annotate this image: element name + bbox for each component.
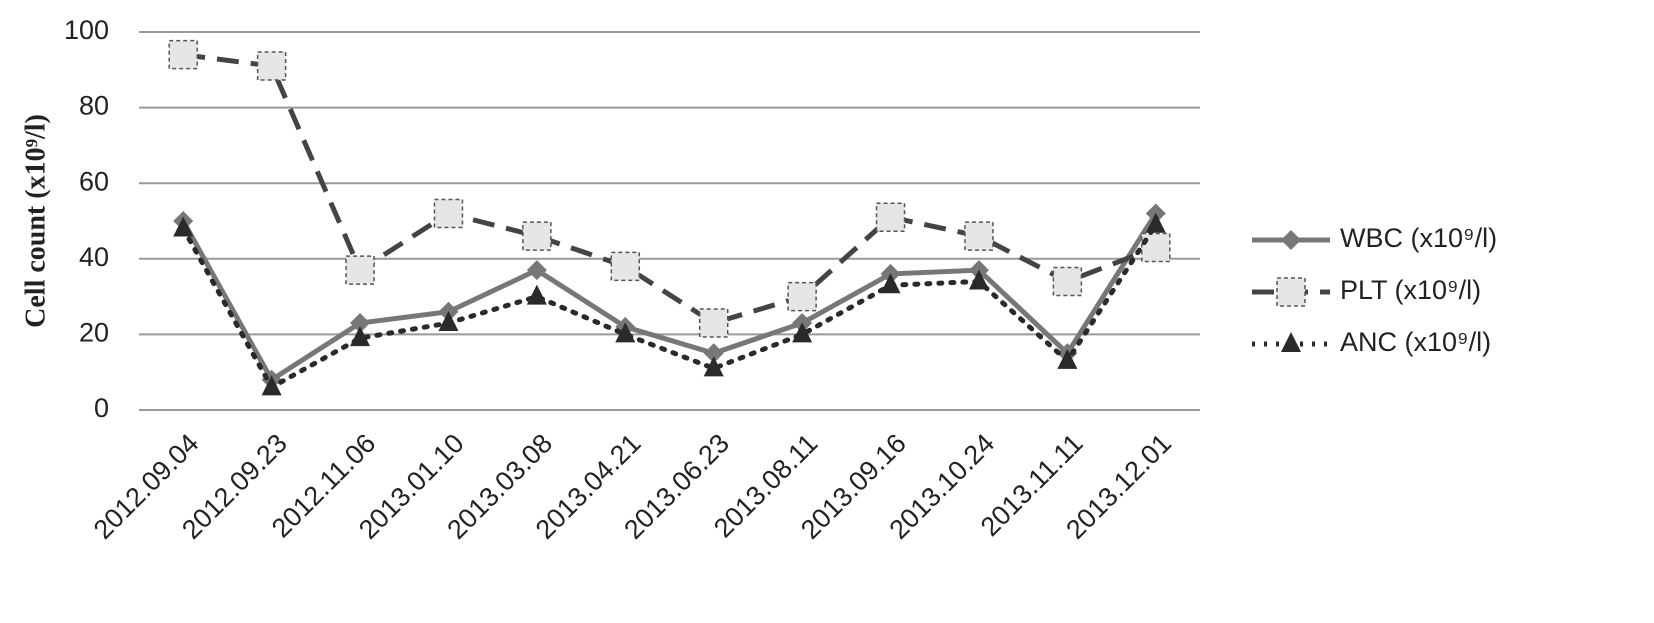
point <box>522 221 552 251</box>
legend-label: ANC (x10⁹/l) <box>1340 327 1491 357</box>
point <box>792 322 813 343</box>
series-line <box>182 52 1157 326</box>
series-line <box>181 212 1158 384</box>
y-tick-label: 60 <box>79 166 109 196</box>
y-tick-label: 80 <box>79 91 109 121</box>
y-tick-label: 100 <box>64 15 109 45</box>
point <box>703 343 724 364</box>
point <box>615 322 636 343</box>
series-line <box>180 222 1159 391</box>
y-tick-label: 40 <box>79 242 109 272</box>
point <box>173 216 194 237</box>
point <box>787 281 817 312</box>
point <box>610 251 641 282</box>
point <box>438 311 459 332</box>
y-tick-label: 0 <box>94 393 109 423</box>
point <box>698 308 729 338</box>
point <box>1145 212 1166 233</box>
point <box>350 313 371 334</box>
legend-marker <box>1276 277 1306 307</box>
legend-marker <box>1281 230 1301 250</box>
point <box>703 356 724 377</box>
point <box>526 260 547 281</box>
y-axis-label: Cell count (x10⁹/l) <box>20 114 51 328</box>
point <box>1052 266 1083 297</box>
legend-label: PLT (x10⁹/l) <box>1340 275 1481 305</box>
point <box>964 221 994 251</box>
point <box>256 51 287 81</box>
point <box>345 255 375 285</box>
point <box>968 269 989 290</box>
point <box>875 202 906 232</box>
point <box>350 326 371 347</box>
point <box>526 284 547 305</box>
point <box>261 375 282 396</box>
y-tick-label: 20 <box>79 318 109 348</box>
point <box>168 39 198 70</box>
legend-label: WBC (x10⁹/l) <box>1340 223 1497 253</box>
point <box>1057 348 1078 369</box>
point <box>433 198 464 229</box>
legend-marker <box>1281 332 1301 352</box>
point <box>880 273 901 294</box>
